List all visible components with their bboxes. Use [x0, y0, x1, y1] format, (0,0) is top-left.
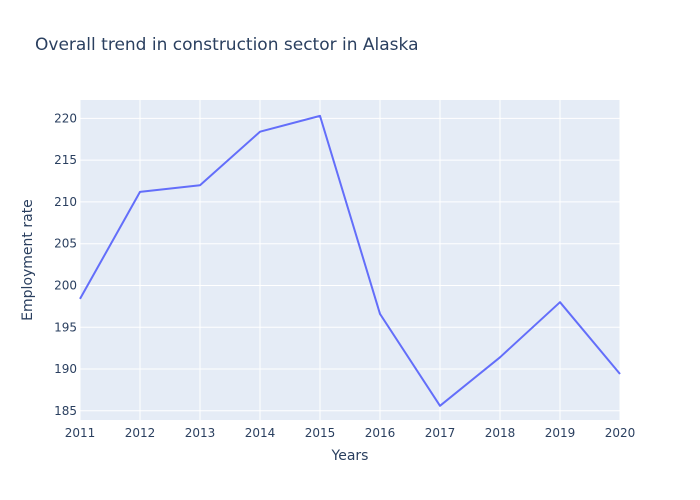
- x-grid: [79, 100, 621, 420]
- x-tick-label: 2018: [485, 426, 516, 440]
- y-tick-label: 190: [54, 362, 77, 376]
- y-tick-label: 200: [54, 278, 77, 292]
- y-tick-label: 220: [54, 111, 77, 125]
- y-tick-label: 185: [54, 404, 77, 418]
- x-tick-label: 2013: [185, 426, 216, 440]
- y-tick-label: 205: [54, 237, 77, 251]
- y-tick-label: 195: [54, 320, 77, 334]
- chart-title: Overall trend in construction sector in …: [35, 35, 419, 55]
- x-tick-label: 2012: [125, 426, 156, 440]
- y-tick-label: 215: [54, 153, 77, 167]
- x-tick-labels: 2011 2012 2013 2014 2015 2016 2017 2018 2019 2020: [65, 426, 636, 440]
- y-grid: [80, 117, 620, 412]
- x-tick-label: 2017: [425, 426, 456, 440]
- y-tick-label: 210: [54, 195, 77, 209]
- x-tick-label: 2014: [245, 426, 276, 440]
- y-axis-title: Employment rate: [20, 199, 36, 321]
- y-tick-labels: 185 190 195 200 205 210 215 220: [54, 111, 77, 417]
- x-tick-label: 2016: [365, 426, 396, 440]
- x-tick-label: 2015: [305, 426, 336, 440]
- x-tick-label: 2011: [65, 426, 96, 440]
- x-tick-label: 2019: [545, 426, 576, 440]
- x-tick-label: 2020: [605, 426, 636, 440]
- series-lines: [79, 114, 621, 407]
- plot-area: [80, 100, 620, 420]
- x-axis-title: Years: [331, 448, 369, 464]
- series-line: [79, 114, 621, 407]
